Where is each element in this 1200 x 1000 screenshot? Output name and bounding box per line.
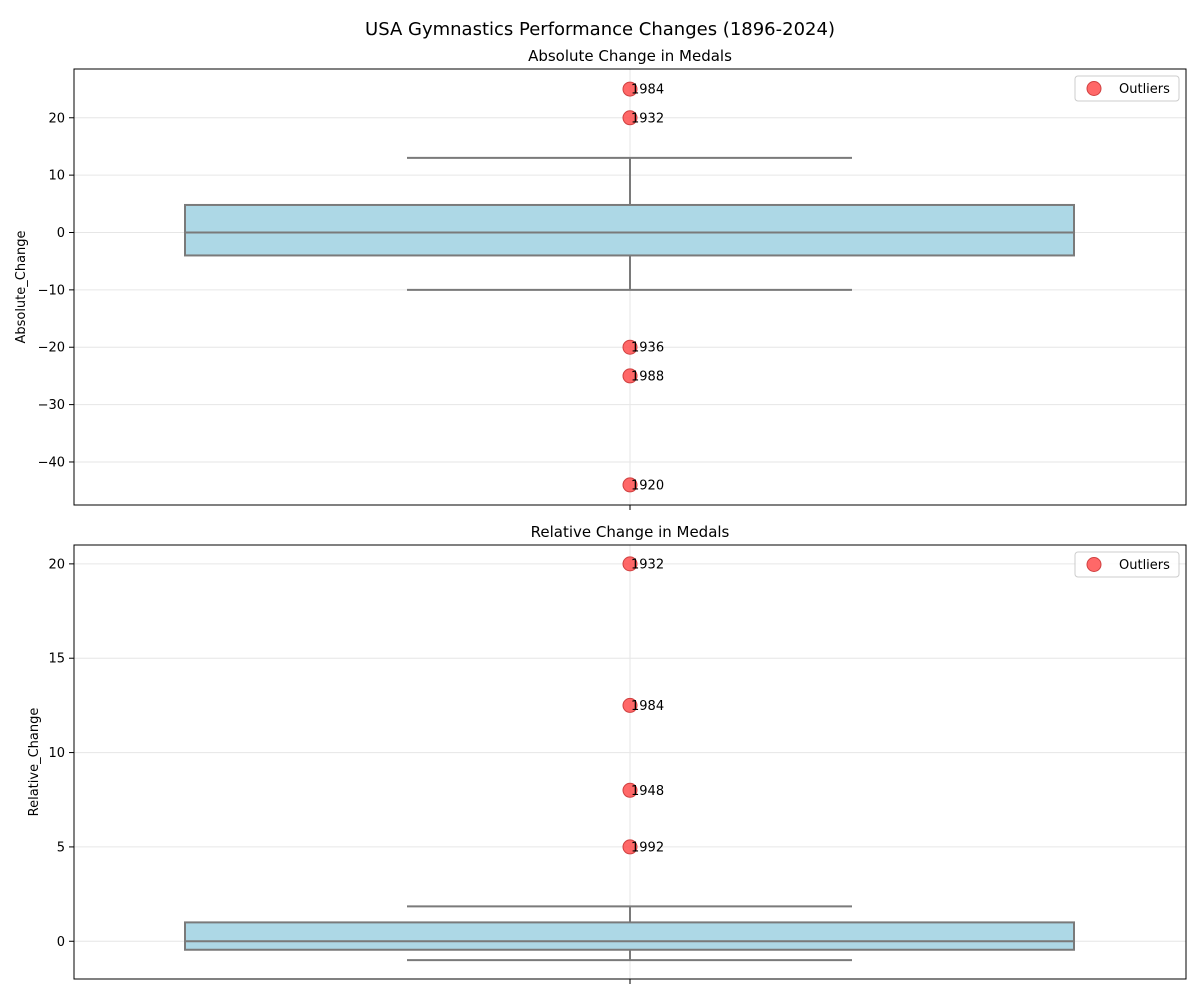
outlier-label: 1984 <box>631 699 664 714</box>
legend-marker <box>1086 557 1102 572</box>
chart-title: Absolute Change in Medals <box>528 47 732 65</box>
y-tick-label: 0 <box>57 935 65 950</box>
outlier-point <box>622 556 638 572</box>
legend-label: Outliers <box>1119 558 1170 573</box>
outlier-label: 1992 <box>631 840 664 855</box>
y-tick-label: 20 <box>48 557 65 572</box>
y-tick-label: −40 <box>38 455 65 470</box>
y-tick-label: −30 <box>38 398 65 413</box>
legend: Outliers <box>1074 551 1180 578</box>
legend-marker <box>1086 81 1102 96</box>
outlier-point <box>622 339 638 355</box>
y-tick-label: 10 <box>48 169 65 184</box>
outlier-point <box>622 81 638 97</box>
outlier-point <box>622 839 638 855</box>
outlier-label: 1984 <box>631 83 664 98</box>
legend-label: Outliers <box>1119 82 1170 97</box>
legend-frame <box>1074 551 1180 578</box>
box-iqr <box>184 921 1075 951</box>
y-tick-label: 15 <box>48 652 65 667</box>
chart-title: Relative Change in Medals <box>531 523 730 541</box>
y-tick-label: 0 <box>57 226 65 241</box>
outlier-point <box>622 477 638 493</box>
outlier-label: 1932 <box>631 557 664 572</box>
outlier-label: 1948 <box>631 784 664 799</box>
outlier-point <box>622 368 638 384</box>
chart-absolute-change: Absolute Change in Medals 1984 1932 1936 198… <box>14 47 1187 510</box>
y-axis-label: Absolute_Change <box>14 230 29 343</box>
y-tick-label: 10 <box>48 746 65 761</box>
outlier-point <box>622 697 638 713</box>
chart-relative-change: Relative Change in Medals 1932 1984 1948 199… <box>27 523 1187 984</box>
legend: Outliers <box>1074 75 1180 102</box>
outlier-label: 1936 <box>631 341 664 356</box>
box-iqr <box>184 203 1075 257</box>
outlier-label: 1932 <box>631 111 664 126</box>
y-axis-label: Relative_Change <box>27 708 42 817</box>
legend-frame <box>1074 75 1180 102</box>
y-tick-label: −20 <box>38 341 65 356</box>
y-tick-label: 5 <box>57 840 65 855</box>
outlier-point <box>622 782 638 798</box>
figure-title: USA Gymnastics Performance Changes (1896… <box>365 19 835 40</box>
outlier-point <box>622 110 638 126</box>
outlier-label: 1920 <box>631 478 664 493</box>
y-tick-label: −10 <box>38 283 65 298</box>
y-tick-label: 20 <box>48 111 65 126</box>
outlier-label: 1988 <box>631 369 664 384</box>
